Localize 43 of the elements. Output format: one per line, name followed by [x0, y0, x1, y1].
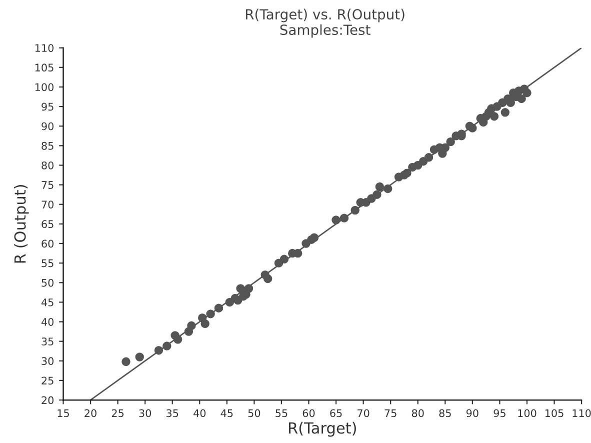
- y-tick-label: 110: [35, 44, 54, 52]
- y-tick-label: 55: [42, 259, 54, 268]
- x-tick-label: 75: [384, 409, 396, 418]
- x-tick-label: 65: [330, 409, 342, 418]
- y-tick-label: 50: [42, 278, 54, 287]
- y-tick-label: 40: [41, 318, 54, 326]
- x-tick-label: 35: [166, 409, 178, 418]
- x-tick-label: 85: [439, 409, 451, 418]
- x-tick-label: 25: [112, 409, 124, 418]
- y-tick-label: 100: [35, 83, 54, 92]
- y-tick-label: 45: [41, 298, 54, 306]
- x-tick-label: 60: [302, 409, 315, 418]
- y-axis-title: R (Output): [14, 185, 29, 263]
- y-tick-label: 60: [42, 240, 54, 248]
- x-tick-label: 110: [572, 409, 591, 418]
- y-tick-label: 105: [35, 64, 54, 72]
- x-tick-label: 15: [58, 409, 69, 418]
- y-tick-label: 90: [42, 122, 54, 130]
- y-tick-label: 80: [42, 161, 54, 170]
- y-tick-label: 75: [42, 181, 54, 189]
- x-tick-label: 100: [518, 409, 536, 418]
- x-tick-label: 55: [276, 409, 288, 418]
- x-tick-label: 90: [466, 409, 478, 418]
- x-tick-label: 50: [248, 409, 260, 418]
- y-tick-label: 70: [42, 200, 54, 208]
- x-tick-label: 30: [139, 409, 152, 418]
- x-tick-label: 20: [84, 409, 96, 418]
- y-tick-label: 35: [42, 338, 54, 346]
- x-tick-label: 70: [358, 409, 370, 418]
- y-tick-label: 85: [42, 142, 54, 150]
- x-tick-label: 80: [412, 409, 424, 418]
- x-tick-label: 45: [220, 409, 233, 418]
- y-tick-label: 25: [42, 376, 54, 385]
- x-tick-label: 105: [545, 409, 564, 418]
- x-axis-title: R(Target): [288, 422, 356, 437]
- y-tick-label: 30: [42, 357, 54, 366]
- chart-subtitle: Samples:Test: [280, 24, 370, 38]
- y-tick-label: 65: [42, 220, 54, 228]
- x-tick-label: 95: [494, 409, 506, 418]
- y-tick-label: 95: [42, 102, 54, 111]
- x-tick-label: 40: [194, 409, 206, 418]
- chart-title: R(Target) vs. R(Output): [246, 8, 404, 22]
- y-tick-label: 20: [42, 396, 54, 404]
